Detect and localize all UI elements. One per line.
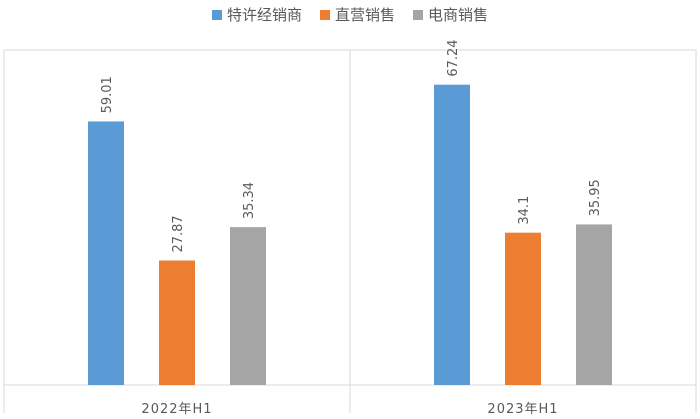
legend-item-series-1: 直营销售 bbox=[319, 4, 395, 25]
legend: 特许经销商 直营销售 电商销售 bbox=[0, 4, 700, 25]
legend-item-series-0: 特许经销商 bbox=[211, 4, 302, 25]
legend-label-series-2: 电商销售 bbox=[428, 6, 489, 24]
legend-swatch-series-2 bbox=[413, 9, 423, 20]
bar-2023年H1-series-1 bbox=[505, 232, 541, 385]
legend-item-series-2: 电商销售 bbox=[413, 4, 488, 25]
legend-swatch-series-1 bbox=[319, 9, 330, 20]
data-label-2023年H1-series-0: 67.24 bbox=[446, 39, 461, 76]
bar-2023年H1-series-2 bbox=[576, 224, 612, 385]
bar-2023年H1-series-0 bbox=[434, 84, 470, 386]
x-tick-label-0: 2022年H1 bbox=[141, 402, 212, 417]
data-label-2023年H1-series-1: 34.1 bbox=[517, 196, 532, 225]
x-tick-label-1: 2023年H1 bbox=[487, 402, 558, 417]
legend-label-series-0: 特许经销商 bbox=[226, 6, 302, 24]
legend-swatch-series-0 bbox=[211, 9, 222, 20]
bar-2022年H1-series-2 bbox=[230, 227, 266, 385]
bar-2022年H1-series-1 bbox=[159, 260, 195, 385]
data-label-2023年H1-series-2: 35.95 bbox=[588, 179, 603, 216]
data-label-2022年H1-series-1: 27.87 bbox=[171, 215, 186, 252]
data-label-2022年H1-series-2: 35.34 bbox=[242, 182, 257, 219]
data-label-2022年H1-series-0: 59.01 bbox=[100, 76, 115, 113]
legend-label-series-1: 直营销售 bbox=[334, 6, 395, 24]
bar-2022年H1-series-0 bbox=[88, 121, 124, 385]
